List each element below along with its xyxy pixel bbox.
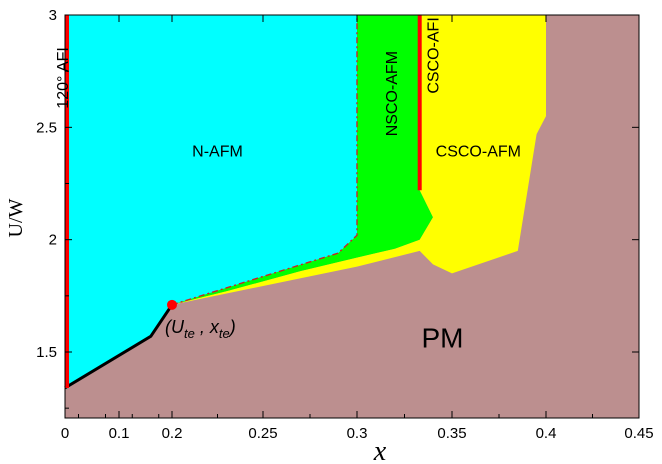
plot-area: 120° AFI CSCO-AFI N-AFM NSCO-AFM CSCO-AFM PM (…: [55, 14, 640, 419]
region-nsco-afm: [172, 15, 433, 305]
y-tick-label: 2: [49, 232, 57, 249]
region-n-afm: [65, 15, 357, 388]
label-csco-afm: CSCO-AFM: [436, 144, 521, 161]
y-tick-label: 3: [49, 7, 57, 24]
x-tick-label: 0.25: [248, 425, 277, 442]
x-tick-label: 0.3: [347, 425, 368, 442]
y-axis: 1.5 2 2.5 3: [36, 7, 639, 409]
y-axis-title: U/W: [5, 198, 27, 237]
x-axis-title: x: [373, 436, 387, 464]
label-pm: PM: [422, 323, 464, 354]
y-tick-label: 2.5: [36, 119, 57, 136]
CSCO-AFI-label: CSCO-AFI: [426, 17, 443, 93]
critical-point: [167, 299, 177, 310]
plot-frame: [64, 14, 640, 419]
120-deg-AFI-label: 120° AFI: [55, 47, 72, 109]
x-tick-label: 0.4: [536, 425, 557, 442]
x-axis: 0 0.1 0.2 0.25 0.3 0.35 0.4 0.45: [61, 15, 654, 442]
metal-insulator-boundary: [64, 303, 174, 390]
region-csco-afm: [172, 15, 546, 305]
label-nsco-afm: NSCO-AFM: [384, 51, 401, 136]
x-tick-label: 0.2: [162, 425, 183, 442]
x-tick-label: 0: [61, 425, 69, 442]
y-tick-label: 1.5: [36, 344, 57, 361]
label-n-afm: N-AFM: [192, 144, 243, 161]
x-tick-label: 0.45: [624, 425, 653, 442]
x-tick-label: 0.35: [437, 425, 466, 442]
critical-point-label: (Ute , xte): [165, 317, 236, 341]
n-afm-boundary-dashed: [171, 15, 358, 306]
x-tick-label: 0.1: [109, 425, 130, 442]
